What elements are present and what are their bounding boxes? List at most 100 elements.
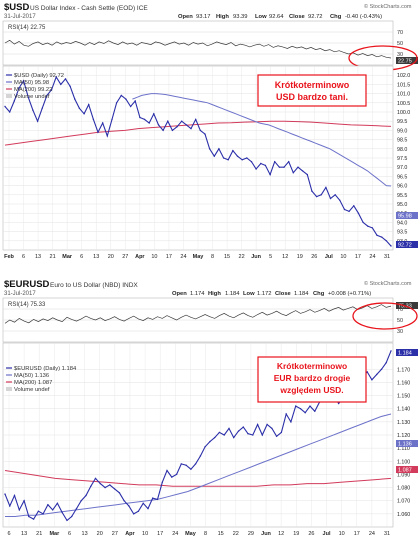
price-point: [129, 105, 132, 108]
usd-date: 31-Jul-2017: [4, 14, 36, 20]
eur-high: 1.184: [225, 291, 240, 297]
price-point: [199, 455, 202, 457]
price-point: [228, 427, 230, 430]
price-point: [47, 504, 49, 506]
usd-high-label: High: [216, 14, 229, 20]
price-point: [41, 107, 43, 110]
price-point: [32, 109, 34, 111]
eur-name: Euro to US Dollar (NBD) INDX: [50, 282, 138, 289]
price-point: [52, 509, 54, 511]
y-tick-label: 1.140: [397, 407, 410, 413]
eur-rsi-label: RSI(14) 75.33: [8, 302, 46, 308]
eur-annotation: Krótkoterminowo EUR bardzo drogie względ…: [257, 356, 367, 403]
price-point: [125, 98, 127, 100]
usd-high: 93.39: [233, 14, 248, 20]
x-tick-label: 5: [269, 254, 272, 260]
y-tick-label: 1.120: [397, 433, 410, 439]
price-point: [274, 161, 276, 163]
x-tick-label: 24: [369, 254, 375, 260]
price-point: [199, 129, 201, 132]
price-point: [380, 368, 383, 370]
x-tick-label: Jun: [251, 254, 261, 260]
price-point: [241, 159, 243, 161]
price-point: [204, 133, 206, 135]
usd-ma50-tag-box: [396, 212, 418, 219]
price-point: [56, 502, 59, 504]
eur-ma200-tag-box: [396, 466, 418, 473]
eur-chg-label: Chg: [313, 291, 325, 297]
price-point: [285, 413, 287, 415]
y-tick-label: 96.5: [397, 174, 407, 180]
usd-low: 92.64: [269, 14, 284, 20]
y-tick-label: 101.0: [397, 92, 410, 98]
price-point: [80, 500, 82, 502]
price-point: [252, 434, 254, 436]
eur-price-panel: 1.060 1.070 1.080 1.090 1.100 1.110 1.120 1.130…: [2, 342, 418, 528]
x-tick-label: 31: [384, 254, 390, 260]
y-tick-label: 101.5: [397, 82, 410, 88]
usd-close-label: Close: [289, 14, 306, 20]
price-point: [88, 103, 90, 106]
x-tick-label: 19: [293, 531, 299, 537]
eur-rsi-tick-50: 50: [397, 318, 403, 324]
x-tick-label: May: [185, 531, 197, 537]
usd-price-tag-box: [396, 241, 418, 248]
x-tick-label: 27: [112, 531, 118, 537]
x-tick-label: 27: [122, 254, 128, 260]
price-point: [261, 434, 263, 436]
x-tick-label: 29: [248, 531, 254, 537]
x-tick-label: 24: [180, 254, 186, 260]
x-tick-label: Jul: [323, 531, 331, 537]
eur-annotation-line-2: EUR bardzo drogie: [274, 373, 351, 383]
eur-rsi-panel: RSI(14) 75.33 70 50 30 75.33: [2, 297, 418, 343]
price-point: [78, 107, 81, 110]
price-point: [275, 435, 278, 437]
eur-ma200-line: [4, 470, 392, 487]
eur-y-axis: 1.060 1.070 1.080 1.090 1.100 1.110 1.120 1.130…: [397, 367, 410, 518]
eur-ma50-tag-box: [396, 440, 418, 447]
price-point: [74, 98, 76, 100]
price-point: [102, 122, 104, 124]
y-tick-label: 93.5: [397, 230, 407, 236]
price-point: [390, 245, 392, 247]
price-point: [147, 507, 149, 510]
price-point: [278, 166, 281, 168]
price-point: [115, 102, 118, 104]
usd-legend-volume: Volume undef: [14, 94, 50, 100]
price-point: [343, 208, 346, 211]
price-point: [120, 94, 123, 97]
price-point: [69, 85, 71, 87]
price-point: [167, 120, 169, 122]
price-point: [9, 505, 11, 507]
price-point: [339, 199, 341, 201]
usd-close: 92.72: [308, 14, 323, 20]
eur-quote: Open 1.174 High 1.184 Low 1.172 Close 1.…: [172, 291, 371, 297]
price-point: [264, 164, 267, 167]
usd-grid: [3, 66, 393, 250]
price-point: [176, 126, 178, 128]
x-tick-label: 20: [108, 254, 114, 260]
price-point: [366, 371, 368, 373]
price-point: [314, 410, 316, 412]
x-tick-label: May: [193, 254, 205, 260]
price-point: [222, 157, 225, 159]
price-point: [353, 205, 355, 207]
eur-price-tag: 1.184: [398, 351, 412, 357]
usd-rsi-tick-70: 70: [397, 30, 403, 36]
price-point: [4, 493, 6, 495]
usd-rsi-tag: 22.75: [398, 59, 412, 65]
usd-price-markers: [4, 76, 392, 247]
x-tick-label: 13: [82, 531, 88, 537]
y-tick-label: 1.150: [397, 394, 410, 400]
x-tick-label: 24: [369, 531, 375, 537]
price-point: [118, 492, 121, 494]
price-point: [311, 190, 313, 192]
y-tick-label: 96.0: [397, 184, 407, 190]
x-tick-label: 21: [50, 254, 56, 260]
x-tick-label: 20: [97, 531, 103, 537]
y-tick-label: 1.080: [397, 486, 410, 492]
x-tick-label: 22: [239, 254, 245, 260]
x-tick-label: 10: [340, 254, 346, 260]
price-point: [99, 482, 102, 485]
eur-annotation-line-1: Krótkoterminowo: [277, 361, 347, 371]
